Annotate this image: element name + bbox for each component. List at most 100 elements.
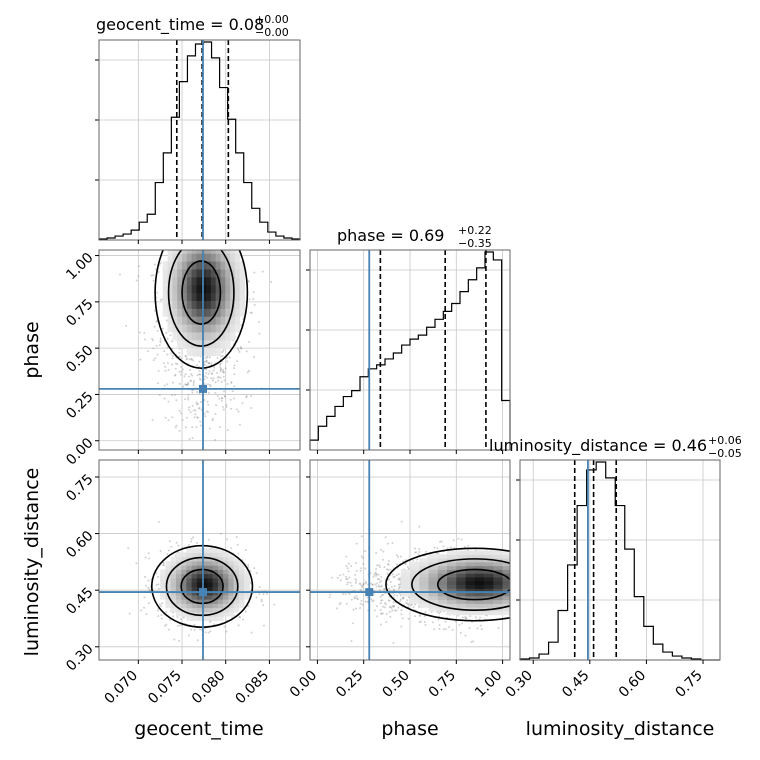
sample-point: [226, 538, 229, 541]
density-cell: [493, 607, 504, 612]
sample-point: [198, 377, 201, 380]
density-cell: [191, 582, 198, 587]
density-cell: [540, 573, 550, 577]
density-cell: [182, 253, 188, 262]
sample-point: [418, 615, 421, 618]
sample-point: [140, 609, 143, 612]
xlabel-geocent-time: geocent_time: [134, 718, 263, 740]
density-cell: [234, 253, 241, 262]
title-luminosity-distance-sub: −0.05: [708, 447, 742, 460]
density-cell: [207, 586, 214, 592]
density-cell: [228, 594, 235, 600]
density-cell: [215, 261, 221, 270]
sample-point: [178, 409, 181, 412]
sample-point: [187, 398, 190, 401]
density-cell: [220, 230, 225, 238]
density-cell: [419, 573, 430, 578]
density-cell: [484, 599, 494, 604]
density-cell: [465, 584, 476, 589]
sample-point: [218, 397, 221, 400]
density-cell: [437, 584, 448, 589]
sample-point: [214, 381, 217, 384]
density-cell: [220, 268, 226, 278]
sample-point: [212, 418, 215, 421]
density-cell: [215, 253, 221, 262]
xtick-label: 1.00: [472, 668, 505, 701]
sample-point: [436, 547, 439, 550]
panel-frame: [519, 459, 721, 661]
sample-point: [461, 616, 464, 619]
density-cell: [207, 565, 214, 570]
sample-point: [247, 280, 250, 283]
sample-point: [191, 391, 194, 394]
density-cell: [181, 586, 187, 592]
density-cell: [186, 300, 193, 309]
sample-point: [185, 416, 188, 419]
sample-point: [157, 583, 160, 586]
sample-point: [255, 596, 258, 599]
sample-point: [407, 567, 410, 570]
sample-point: [208, 391, 211, 394]
sample-point: [452, 539, 455, 542]
sample-point: [347, 581, 350, 584]
sample-point: [351, 622, 354, 625]
density-cell: [191, 607, 198, 613]
density-cell: [228, 611, 235, 617]
sample-point: [226, 429, 229, 432]
density-cell: [196, 268, 202, 278]
density-cell: [474, 610, 485, 616]
density-cell: [182, 261, 188, 270]
sample-point: [222, 371, 225, 374]
density-cell: [207, 594, 214, 600]
sample-point: [424, 550, 427, 553]
sample-point: [208, 362, 211, 365]
sample-point: [209, 630, 212, 633]
density-cell: [233, 594, 240, 600]
density-cell: [212, 582, 219, 587]
sample-point: [433, 628, 436, 631]
density-cell: [465, 607, 476, 612]
density-cell: [217, 573, 224, 579]
density-cell: [170, 590, 177, 596]
sample-point: [210, 372, 213, 375]
density-cell: [419, 595, 430, 601]
sample-point: [446, 547, 449, 550]
sample-point: [414, 603, 417, 606]
joint-phase-luminosity_distance: 0.00 0.25 0.50 0.75 1.00: [287, 459, 550, 701]
title-phase: phase = 0.69: [337, 226, 444, 245]
sample-point: [170, 394, 173, 397]
density-cell: [484, 561, 494, 567]
sample-point: [204, 631, 207, 634]
ytick-label: 0.75: [63, 471, 96, 504]
sample-point: [379, 602, 382, 605]
density-cell: [484, 573, 494, 578]
sample-point: [192, 536, 195, 539]
density-cell: [437, 573, 448, 578]
density-cell: [182, 292, 188, 301]
sample-point: [350, 640, 353, 643]
sample-point: [189, 411, 192, 414]
sample-point: [249, 581, 252, 584]
sample-point: [460, 538, 463, 541]
density-cell: [474, 607, 485, 612]
density-cell: [465, 595, 476, 601]
density-cell: [521, 592, 531, 596]
sample-point: [210, 362, 213, 365]
sample-point: [385, 621, 388, 624]
sample-point: [147, 602, 150, 605]
density-cell: [207, 582, 214, 587]
sample-point: [236, 360, 239, 363]
density-cell: [474, 558, 485, 563]
density-cell: [465, 592, 476, 597]
density-cell: [474, 588, 485, 593]
sample-point: [214, 439, 217, 442]
sample-point: [167, 419, 170, 422]
sample-point: [152, 347, 155, 350]
density-cell: [191, 577, 198, 583]
density-cell: [428, 569, 439, 574]
density-cell: [230, 253, 236, 262]
sample-point: [392, 575, 395, 578]
density-cell: [230, 316, 236, 325]
density-cell: [502, 565, 510, 570]
density-cell: [238, 582, 245, 587]
